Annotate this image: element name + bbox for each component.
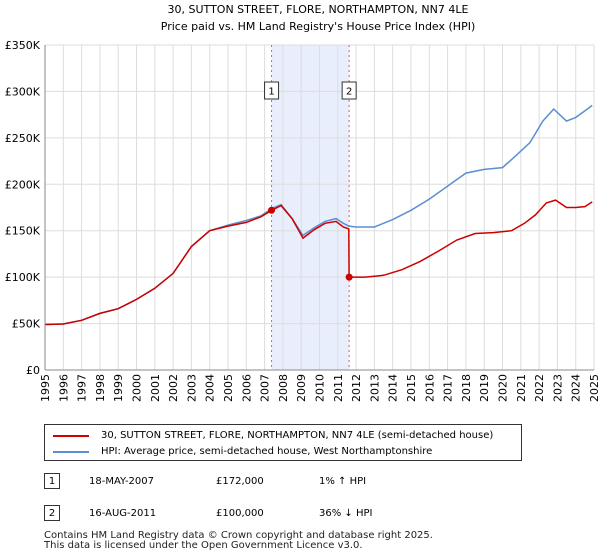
x-tick-label: 2021 <box>515 374 528 402</box>
x-tick-label: 2012 <box>350 374 363 402</box>
transaction-price: £100,000 <box>216 508 264 519</box>
x-tick-label: 1997 <box>76 374 89 402</box>
series-line-price-paid <box>44 199 593 326</box>
y-tick-label: £150K <box>5 225 41 238</box>
x-tick-label: 2006 <box>240 374 253 402</box>
x-tick-label: 2016 <box>423 374 436 402</box>
x-tick-label: 2007 <box>259 374 272 402</box>
x-tick-label: 2018 <box>460 374 473 402</box>
x-tick-label: 2017 <box>442 374 455 402</box>
sale-period-band <box>271 45 350 370</box>
sale-point <box>268 206 276 214</box>
transaction-number: 2 <box>44 505 60 521</box>
y-tick-label: £200K <box>5 178 41 191</box>
transaction-price: £172,000 <box>216 476 264 487</box>
legend-label-hpi: HPI: Average price, semi-detached house,… <box>101 446 433 457</box>
y-tick-label: £250K <box>5 132 41 145</box>
x-tick-label: 2010 <box>314 374 327 402</box>
transaction-hpi-diff: 36% ↓ HPI <box>319 508 373 519</box>
x-tick-label: 1996 <box>57 374 70 402</box>
sale-point <box>345 273 353 281</box>
transaction-row: 1 18-MAY-2007 £172,000 1% ↑ HPI <box>44 472 584 492</box>
transaction-row: 2 16-AUG-2011 £100,000 36% ↓ HPI <box>44 504 584 524</box>
footer-copyright: Contains HM Land Registry data © Crown c… <box>44 530 433 541</box>
legend: 30, SUTTON STREET, FLORE, NORTHAMPTON, N… <box>44 424 522 461</box>
transaction-date: 18-MAY-2007 <box>89 476 155 487</box>
legend-label-price-paid: 30, SUTTON STREET, FLORE, NORTHAMPTON, N… <box>101 430 494 441</box>
x-tick-label: 2005 <box>222 374 235 402</box>
footer-licence: This data is licensed under the Open Gov… <box>44 540 363 551</box>
x-tick-label: 2009 <box>295 374 308 402</box>
y-tick-label: £0 <box>26 364 40 377</box>
x-tick-label: 2023 <box>551 374 564 402</box>
x-tick-label: 2025 <box>588 374 600 402</box>
x-tick-label: 2022 <box>533 374 546 402</box>
sale-marker-label: 1 <box>268 87 274 98</box>
x-tick-label: 2019 <box>478 374 491 402</box>
x-tick-label: 2001 <box>149 374 162 402</box>
chart-title: 30, SUTTON STREET, FLORE, NORTHAMPTON, N… <box>168 3 469 16</box>
x-tick-label: 2013 <box>368 374 381 402</box>
x-tick-label: 1999 <box>112 374 125 402</box>
x-tick-label: 2015 <box>405 374 418 402</box>
y-tick-label: £300K <box>5 85 41 98</box>
transaction-date: 16-AUG-2011 <box>89 508 157 519</box>
sale-marker-label: 2 <box>346 87 352 98</box>
x-tick-label: 2020 <box>497 374 510 402</box>
y-tick-label: £50K <box>12 318 41 331</box>
transaction-hpi-diff: 1% ↑ HPI <box>319 476 367 487</box>
legend-swatch-hpi <box>53 451 89 453</box>
x-tick-label: 2024 <box>570 374 583 402</box>
plot-area: 1 2 £0 £50K £100K £150K £200K £250K £300K £350K 19… <box>5 39 600 402</box>
y-tick-label: £350K <box>5 39 41 52</box>
footer: Contains HM Land Registry data © Crown c… <box>44 531 433 551</box>
y-tick-label: £100K <box>5 271 41 284</box>
x-tick-label: 2003 <box>185 374 198 402</box>
price-chart: 30, SUTTON STREET, FLORE, NORTHAMPTON, N… <box>5 3 600 402</box>
sale-marker-box <box>341 81 357 100</box>
sale-marker-box <box>264 81 280 100</box>
x-tick-label: 2011 <box>332 374 345 402</box>
legend-swatch-price-paid <box>53 435 89 437</box>
x-tick-label: 1995 <box>39 374 52 402</box>
x-tick-label: 1998 <box>94 374 107 402</box>
x-tick-label: 2002 <box>167 374 180 402</box>
x-tick-label: 2000 <box>131 374 144 402</box>
x-tick-label: 2004 <box>204 374 217 402</box>
transaction-number: 1 <box>44 473 60 489</box>
chart-subtitle: Price paid vs. HM Land Registry's House … <box>161 20 476 33</box>
x-tick-label: 2014 <box>387 374 400 402</box>
x-tick-label: 2008 <box>277 374 290 402</box>
